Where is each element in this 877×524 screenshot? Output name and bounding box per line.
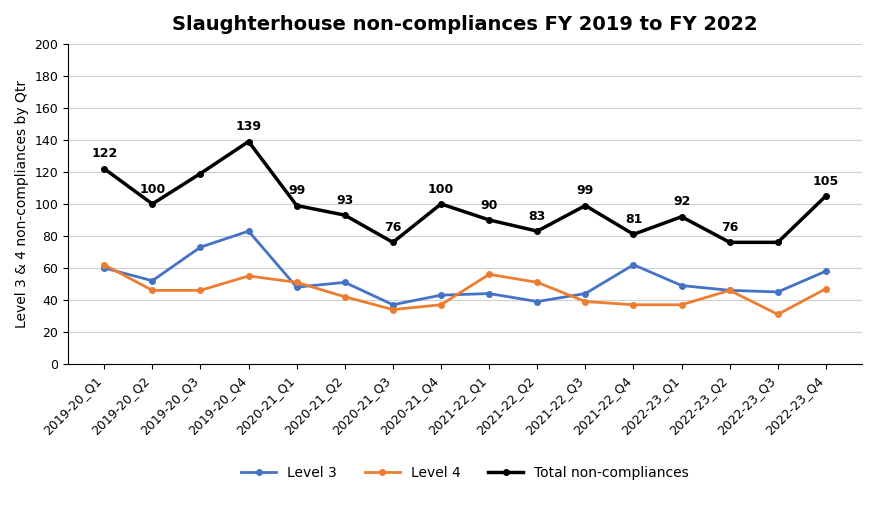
Level 4 <box>773 311 783 318</box>
Text: 100: 100 <box>139 182 166 195</box>
Text: 90: 90 <box>481 199 498 212</box>
Level 4 <box>436 302 446 308</box>
Level 4 <box>821 286 831 292</box>
Level 4 <box>339 293 350 300</box>
Text: 105: 105 <box>813 174 839 188</box>
Level 4 <box>99 261 110 268</box>
Total non-compliances <box>436 201 446 207</box>
Level 3 <box>388 302 398 308</box>
Text: 93: 93 <box>336 194 353 207</box>
Text: 139: 139 <box>236 120 261 133</box>
Total non-compliances <box>628 231 638 237</box>
Text: 92: 92 <box>673 195 690 209</box>
Level 4 <box>484 271 495 278</box>
Level 3 <box>196 244 206 250</box>
Level 3 <box>724 287 735 293</box>
Level 3 <box>147 278 158 284</box>
Level 4 <box>147 287 158 293</box>
Level 3 <box>532 298 543 304</box>
Level 4 <box>243 273 253 279</box>
Total non-compliances <box>821 193 831 199</box>
Level 3 <box>291 284 302 290</box>
Total non-compliances <box>388 239 398 245</box>
Level 4 <box>724 287 735 293</box>
Level 3 <box>436 292 446 298</box>
Text: 83: 83 <box>529 210 545 223</box>
Level 4 <box>532 279 543 286</box>
Total non-compliances <box>724 239 735 245</box>
Level 3 <box>339 279 350 286</box>
Line: Level 4: Level 4 <box>102 262 829 317</box>
Level 3 <box>580 290 590 297</box>
Text: 100: 100 <box>428 182 454 195</box>
Total non-compliances <box>196 170 206 177</box>
Level 3 <box>821 268 831 274</box>
Level 4 <box>580 298 590 304</box>
Level 3 <box>99 265 110 271</box>
Level 4 <box>388 307 398 313</box>
Total non-compliances <box>339 212 350 219</box>
Level 3 <box>773 289 783 295</box>
Text: 122: 122 <box>91 147 118 160</box>
Level 4 <box>291 279 302 286</box>
Legend: Level 3, Level 4, Total non-compliances: Level 3, Level 4, Total non-compliances <box>236 461 695 486</box>
Text: 99: 99 <box>577 184 594 197</box>
Total non-compliances <box>243 138 253 145</box>
Total non-compliances <box>291 202 302 209</box>
Total non-compliances <box>147 201 158 207</box>
Total non-compliances <box>532 228 543 234</box>
Level 3 <box>484 290 495 297</box>
Level 3 <box>243 228 253 234</box>
Level 4 <box>628 302 638 308</box>
Text: 81: 81 <box>624 213 642 226</box>
Level 3 <box>628 261 638 268</box>
Y-axis label: Level 3 & 4 non-compliances by Qtr: Level 3 & 4 non-compliances by Qtr <box>15 80 29 328</box>
Total non-compliances <box>484 217 495 223</box>
Line: Total non-compliances: Total non-compliances <box>102 139 829 245</box>
Title: Slaughterhouse non-compliances FY 2019 to FY 2022: Slaughterhouse non-compliances FY 2019 t… <box>172 15 758 34</box>
Text: 76: 76 <box>384 221 402 234</box>
Level 4 <box>676 302 687 308</box>
Total non-compliances <box>676 214 687 220</box>
Level 3 <box>676 282 687 289</box>
Text: 76: 76 <box>721 221 738 234</box>
Total non-compliances <box>99 166 110 172</box>
Line: Level 3: Level 3 <box>102 228 829 308</box>
Total non-compliances <box>773 239 783 245</box>
Total non-compliances <box>580 202 590 209</box>
Level 4 <box>196 287 206 293</box>
Text: 99: 99 <box>288 184 305 197</box>
